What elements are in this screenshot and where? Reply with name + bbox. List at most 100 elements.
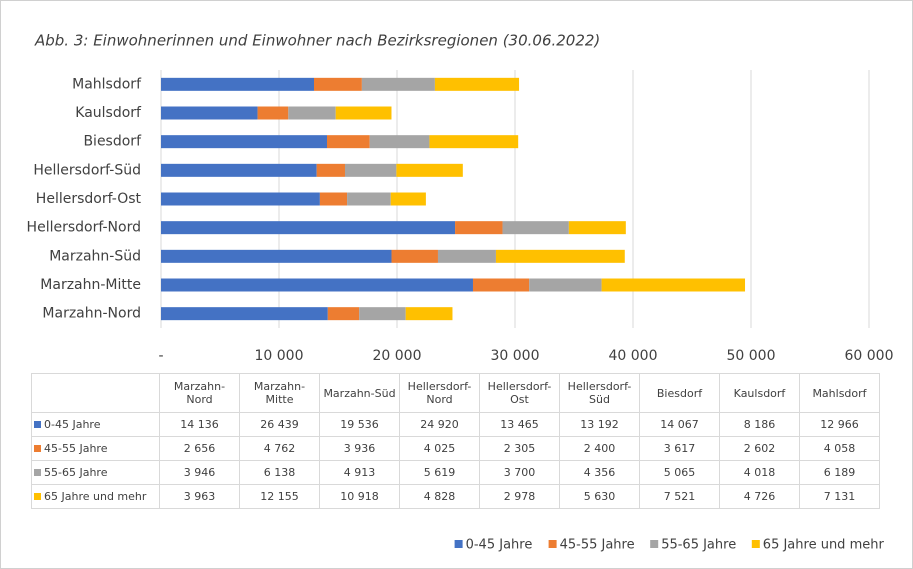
bar-segment	[369, 135, 430, 149]
legend-label: 0-45 Jahre	[466, 538, 533, 553]
table-cell: 2 602	[719, 436, 800, 461]
y-tick-label: Mahlsdorf	[72, 76, 142, 92]
bar-segment	[335, 106, 392, 120]
data-table: Marzahn-Nord Marzahn-Mitte Marzahn-Süd Hell…	[31, 373, 880, 509]
bar-segment	[359, 307, 406, 321]
legend-swatch	[548, 540, 557, 548]
bar-segment	[347, 192, 391, 206]
legend-swatch	[34, 469, 41, 476]
table-row: 55-65 Jahre 3 946 6 138 4 913 5 619 3 700 4 35…	[31, 460, 880, 485]
legend-label: 65 Jahre und mehr	[763, 538, 885, 553]
table-header-cell: Kaulsdorf	[719, 373, 800, 413]
y-tick-label: Hellersdorf-Ost	[36, 191, 142, 207]
table-cell: 4 025	[399, 436, 480, 461]
table-cell: 3 946	[159, 460, 240, 485]
bar-segment	[327, 307, 360, 321]
table-cell: 26 439	[239, 412, 320, 437]
bar-segment	[390, 192, 426, 206]
table-cell: 7 131	[799, 484, 880, 509]
table-cell: 8 186	[719, 412, 800, 437]
table-cell: 2 656	[159, 436, 240, 461]
table-cell: 13 465	[479, 412, 560, 437]
table-cell: 4 356	[559, 460, 640, 485]
table-cell: 10 918	[319, 484, 400, 509]
table-cell: 24 920	[399, 412, 480, 437]
table-header-cell: Biesdorf	[639, 373, 720, 413]
y-tick-label: Hellersdorf-Nord	[27, 220, 141, 236]
table-cell: 2 305	[479, 436, 560, 461]
table-header-cell: Mahlsdorf	[799, 373, 880, 413]
bar-segment	[502, 221, 569, 235]
table-cell: 13 192	[559, 412, 640, 437]
table-cell: 3 700	[479, 460, 560, 485]
y-tick-label: Kaulsdorf	[75, 105, 142, 121]
table-row: 0-45 Jahre 14 136 26 439 19 536 24 920 13 465…	[31, 412, 880, 437]
bar-segment	[455, 221, 503, 235]
table-cell: 6 138	[239, 460, 320, 485]
table-cell: 14 136	[159, 412, 240, 437]
table-cell: 4 018	[719, 460, 800, 485]
table-cell: 6 189	[799, 460, 880, 485]
bar-segment	[495, 249, 625, 263]
bar-segment	[434, 77, 520, 91]
legend-swatch	[751, 540, 760, 548]
series-name: 55-65 Jahre	[44, 466, 108, 479]
bar-segment	[161, 135, 327, 149]
bar-segment	[326, 135, 370, 149]
legend-swatch	[34, 493, 41, 500]
x-tick-label: 30 000	[491, 348, 540, 364]
series-name: 0-45 Jahre	[44, 418, 101, 431]
bar-segment	[288, 106, 336, 120]
bar-segment	[161, 307, 328, 321]
bar-segment	[396, 163, 463, 177]
table-corner	[31, 373, 160, 413]
bar-segment	[161, 278, 473, 292]
table-cell: 4 913	[319, 460, 400, 485]
table-row-header: 65 Jahre und mehr	[31, 484, 160, 509]
y-tick-label: Biesdorf	[83, 134, 142, 150]
table-cell: 4 726	[719, 484, 800, 509]
bar-segment	[437, 249, 496, 263]
legend-swatch	[650, 540, 659, 548]
bar-segment	[161, 221, 456, 235]
bar-segment	[568, 221, 626, 235]
table-cell: 7 521	[639, 484, 720, 509]
legend-swatch	[34, 421, 41, 428]
series-name: 45-55 Jahre	[44, 442, 108, 455]
bar-segment	[601, 278, 746, 292]
table-cell: 4 762	[239, 436, 320, 461]
bar-segment	[257, 106, 289, 120]
bar-segment	[161, 77, 314, 91]
bar-segment	[161, 106, 258, 120]
table-row: 45-55 Jahre 2 656 4 762 3 936 4 025 2 305 2 40…	[31, 436, 880, 461]
table-cell: 5 630	[559, 484, 640, 509]
table-header-row: Marzahn-Nord Marzahn-Mitte Marzahn-Süd Hell…	[31, 373, 880, 413]
y-tick-label: Marzahn-Süd	[49, 248, 141, 264]
x-tick-label: -	[158, 348, 163, 364]
table-cell: 12 966	[799, 412, 880, 437]
x-tick-label: 40 000	[609, 348, 658, 364]
table-header-cell: Marzahn-Mitte	[239, 373, 320, 413]
table-cell: 5 065	[639, 460, 720, 485]
table-row-header: 0-45 Jahre	[31, 412, 160, 437]
bar-segment	[529, 278, 602, 292]
bar-segment	[361, 77, 435, 91]
table-cell: 5 619	[399, 460, 480, 485]
bar-segment	[316, 163, 345, 177]
table-cell: 3 617	[639, 436, 720, 461]
table-cell: 4 828	[399, 484, 480, 509]
y-tick-label: Marzahn-Mitte	[40, 277, 141, 293]
bar-segment	[313, 77, 362, 91]
table-cell: 19 536	[319, 412, 400, 437]
table-cell: 4 058	[799, 436, 880, 461]
y-tick-label: Marzahn-Nord	[42, 306, 141, 322]
bar-segment	[161, 249, 392, 263]
table-header-cell: Hellersdorf-Süd	[559, 373, 640, 413]
table-header-cell: Hellersdorf-Ost	[479, 373, 560, 413]
table-cell: 3 963	[159, 484, 240, 509]
table-header-cell: Hellersdorf-Nord	[399, 373, 480, 413]
bar-segment	[429, 135, 519, 149]
bar-segment	[161, 192, 320, 206]
